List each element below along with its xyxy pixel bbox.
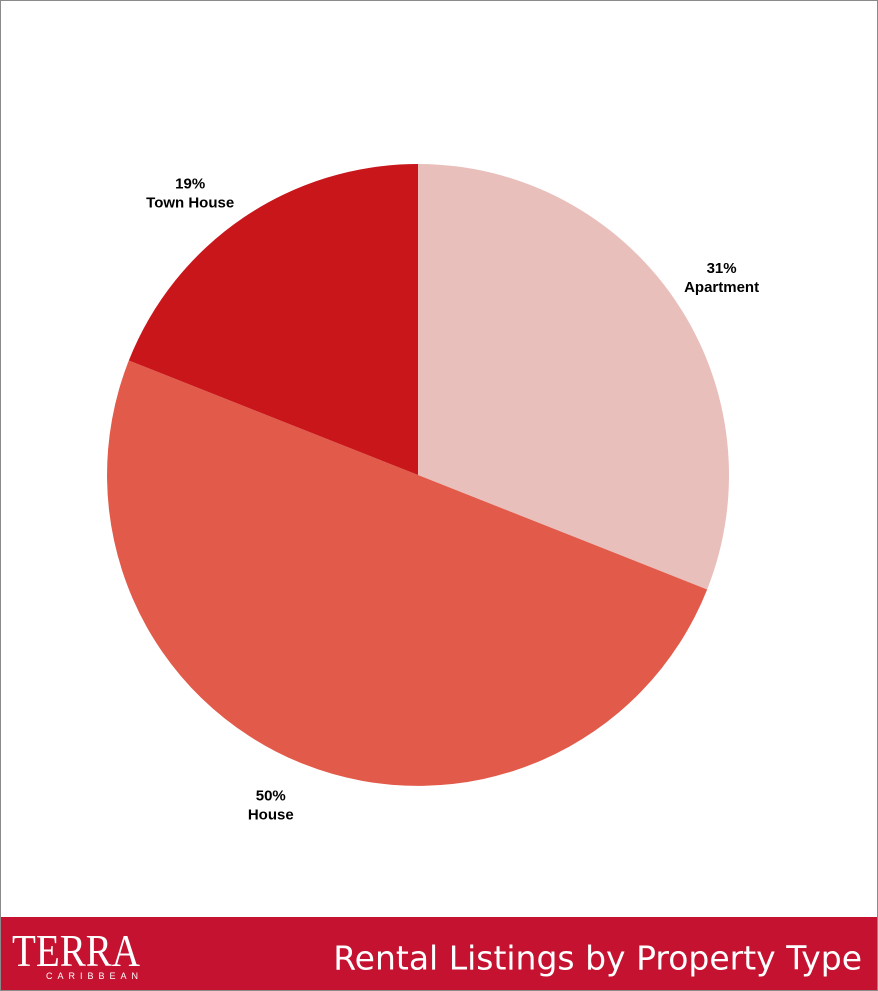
slice-value-label: 50% — [256, 788, 286, 805]
pie-slice — [107, 360, 708, 786]
pie-slice — [128, 164, 418, 475]
slice-value-label: 31% — [707, 260, 737, 277]
slice-category-label: House — [248, 807, 294, 824]
pie — [107, 164, 729, 786]
slice-category-label: Apartment — [684, 279, 759, 296]
logo-name: TERRA — [12, 925, 140, 976]
logo-tagline: CARIBBEAN — [46, 971, 138, 981]
footer-bar — [1, 917, 877, 990]
pie-slice — [418, 164, 729, 590]
chart-title: Rental Listings by Property Type — [333, 939, 862, 978]
slice-category-label: Town House — [146, 195, 234, 212]
slice-value-label: 19% — [175, 176, 205, 193]
